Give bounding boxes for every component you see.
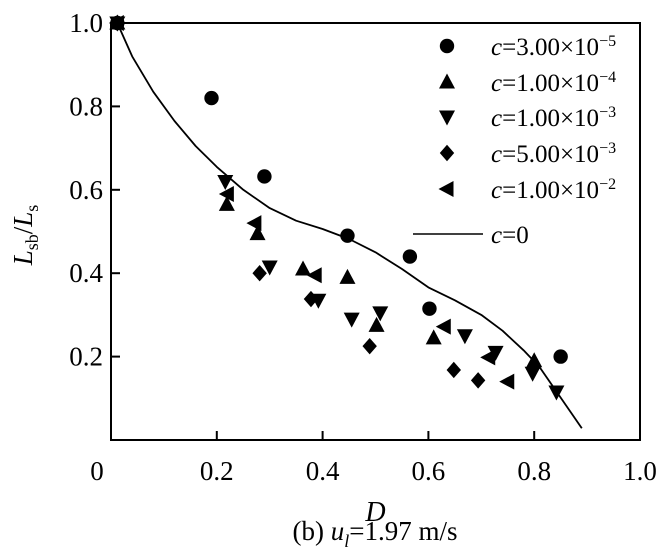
x-tick-label: 0.4 <box>306 456 340 486</box>
data-point-triangle-left <box>306 267 322 284</box>
legend-item: c=1.00×10−3 <box>439 104 616 132</box>
x-tick-label: 0 <box>90 456 104 486</box>
data-point-circle <box>402 249 418 264</box>
legend-marker-triangle-left <box>438 181 454 197</box>
x-axis: 0 0.2 0.4 0.6 0.8 1.0 D <box>90 431 657 528</box>
legend-item: c=1.00×10−2 <box>438 176 616 204</box>
data-point-triangle-down <box>372 306 389 322</box>
y-tick-label: 0.2 <box>69 342 103 372</box>
data-point-circle <box>553 349 568 364</box>
data-point-diamond <box>470 372 486 389</box>
data-point-triangle-down <box>343 312 360 328</box>
data-point-triangle-left <box>480 349 496 366</box>
plot-frame <box>110 22 641 441</box>
data-point-triangle-up <box>339 268 356 284</box>
data-point-triangle-left <box>108 15 124 31</box>
series-triangle-left <box>108 15 515 390</box>
x-axis-title: D <box>364 497 385 528</box>
data-point-circle <box>422 301 437 316</box>
data-point-triangle-left <box>435 318 451 335</box>
y-tick-label: 0.8 <box>69 91 103 121</box>
legend-label: c=0 <box>491 222 529 249</box>
series-triangle-up <box>109 14 543 368</box>
x-tick-label: 0.2 <box>200 456 234 486</box>
data-point-triangle-down <box>524 366 541 382</box>
figure-caption: (b) ul=1.97 m/s <box>293 516 458 551</box>
data-point-triangle-left <box>499 373 515 390</box>
data-point-triangle-down <box>261 260 278 276</box>
data-point-triangle-up <box>526 352 543 368</box>
legend-marker-diamond <box>439 144 455 162</box>
x-tick-label: 0.8 <box>517 456 551 486</box>
data-point-diamond <box>362 337 377 355</box>
series-diamond <box>110 14 486 389</box>
data-point-triangle-up <box>425 329 442 345</box>
y-axis-title: Lsb/Ls <box>8 205 42 267</box>
legend-item: c=3.00×10−5 <box>439 33 616 61</box>
data-point-triangle-left <box>246 215 262 232</box>
legend-marker-triangle-down <box>439 110 455 126</box>
data-point-triangle-up <box>218 195 235 211</box>
data-point-triangle-down <box>456 329 473 345</box>
legend-label: c=1.00×10−2 <box>491 176 616 204</box>
y-tick-label: 1.0 <box>69 8 103 38</box>
data-point-diamond <box>252 265 267 282</box>
c0-curve <box>116 22 583 429</box>
data-point-circle <box>204 90 219 106</box>
y-tick-label: 0.4 <box>69 258 103 288</box>
legend: c=3.00×10−5 c=1.00×10−4 c=1.00×10−3 c=5.00×… <box>413 33 616 249</box>
data-point-triangle-left <box>218 185 234 202</box>
data-point-triangle-up <box>249 225 266 241</box>
data-point-diamond <box>446 361 461 379</box>
legend-label: c=1.00×10−3 <box>491 104 616 132</box>
legend-item: c=0 <box>413 222 529 249</box>
legend-marker-circle <box>439 38 455 54</box>
data-point-triangle-down <box>487 345 504 361</box>
data-point-triangle-up <box>368 316 385 332</box>
plot-border <box>110 22 641 441</box>
data-point-circle <box>257 169 272 184</box>
y-tick-label: 0.6 <box>69 175 103 205</box>
legend-label: c=1.00×10−4 <box>491 69 616 97</box>
legend-marker-triangle-up <box>439 73 455 89</box>
legend-label: c=3.00×10−5 <box>491 33 616 61</box>
data-point-triangle-up <box>295 260 312 276</box>
y-axis: 1.0 0.8 0.6 0.4 0.2 Lsb/Ls <box>8 8 120 372</box>
legend-label: c=5.00×10−3 <box>491 140 616 168</box>
x-tick-label: 1.0 <box>623 456 657 486</box>
legend-item: c=5.00×10−3 <box>439 140 616 168</box>
legend-item: c=1.00×10−4 <box>439 69 616 97</box>
x-tick-label: 0.6 <box>412 456 446 486</box>
data-point-diamond <box>303 290 319 308</box>
